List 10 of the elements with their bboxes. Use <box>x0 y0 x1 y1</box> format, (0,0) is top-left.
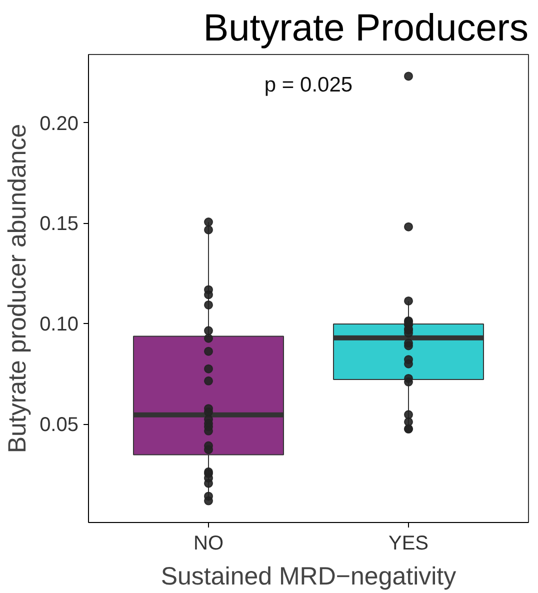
y-axis-title: Butyrate producer abundance <box>4 124 32 454</box>
annotation: p = 0.025 <box>264 74 353 96</box>
x-tick-label: YES <box>388 532 429 554</box>
x-axis-title: Sustained MRD−negativity <box>160 562 457 590</box>
y-tick-label: 0.10 <box>40 314 79 336</box>
x-tick-label: NO <box>194 532 224 554</box>
y-tick-label: 0.05 <box>40 414 79 436</box>
y-tick-label: 0.15 <box>40 213 79 236</box>
y-tick-label: 0.20 <box>40 112 79 135</box>
chart-title: Butyrate Producers <box>203 8 528 50</box>
